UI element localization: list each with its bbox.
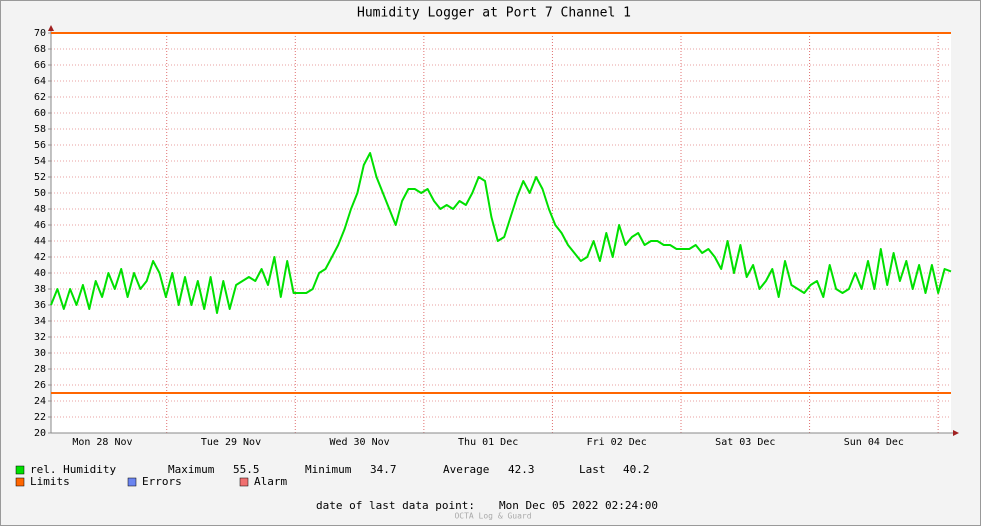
y-tick-label: 50 [34, 188, 46, 199]
legend-swatch [127, 477, 137, 487]
footer-value: Mon Dec 05 2022 02:24:00 [499, 499, 658, 512]
y-tick-label: 66 [34, 60, 46, 71]
y-tick-label: 36 [34, 300, 46, 311]
y-tick-label: 46 [34, 220, 46, 231]
stat-value: 42.3 [508, 463, 535, 476]
x-tick-label: Fri 02 Dec [587, 437, 647, 448]
watermark: OCTA Log & Guard [454, 512, 531, 521]
y-tick-label: 22 [34, 412, 46, 423]
y-tick-label: 48 [34, 204, 46, 215]
stat-label: Minimum [305, 463, 352, 476]
x-tick-label: Mon 28 Nov [72, 437, 132, 448]
y-tick-label: 60 [34, 108, 46, 119]
stat-label: Average [443, 463, 489, 476]
stat-value: 55.5 [233, 463, 260, 476]
footer-label: date of last data point: [316, 499, 475, 512]
y-tick-label: 52 [34, 172, 46, 183]
y-tick-label: 34 [34, 316, 46, 327]
y-tick-label: 30 [34, 348, 46, 359]
y-tick-label: 24 [34, 396, 46, 407]
stat-value: 34.7 [370, 463, 397, 476]
stat-label: Last [579, 463, 606, 476]
y-tick-label: 44 [34, 236, 46, 247]
x-tick-label: Thu 01 Dec [458, 437, 518, 448]
chart-title: Humidity Logger at Port 7 Channel 1 [357, 6, 631, 21]
stat-label: Maximum [168, 463, 215, 476]
y-tick-label: 54 [34, 156, 46, 167]
x-tick-label: Tue 29 Nov [201, 437, 261, 448]
x-tick-label: Sun 04 Dec [844, 437, 904, 448]
y-tick-label: 56 [34, 140, 46, 151]
axis-arrow [48, 25, 54, 31]
legend-label: rel. Humidity [30, 463, 116, 476]
legend-label: Limits [30, 475, 70, 488]
x-tick-label: Sat 03 Dec [715, 437, 775, 448]
y-tick-label: 32 [34, 332, 46, 343]
y-tick-label: 38 [34, 284, 46, 295]
y-tick-label: 40 [34, 268, 46, 279]
legend-swatch [239, 477, 249, 487]
y-tick-label: 68 [34, 44, 46, 55]
x-tick-label: Wed 30 Nov [329, 437, 389, 448]
y-tick-label: 70 [34, 28, 46, 39]
legend-label: Alarm [254, 475, 287, 488]
data-line [50, 152, 952, 314]
y-tick-label: 28 [34, 364, 46, 375]
legend-swatch [15, 477, 25, 487]
plot-area [51, 33, 951, 433]
axis-arrow [953, 430, 959, 436]
y-tick-label: 20 [34, 428, 46, 439]
y-tick-label: 64 [34, 76, 46, 87]
legend-label: Errors [142, 475, 182, 488]
y-tick-label: 62 [34, 92, 46, 103]
y-tick-label: 42 [34, 252, 46, 263]
stat-value: 40.2 [623, 463, 650, 476]
y-tick-label: 26 [34, 380, 46, 391]
y-tick-label: 58 [34, 124, 46, 135]
legend-swatch [15, 465, 25, 475]
